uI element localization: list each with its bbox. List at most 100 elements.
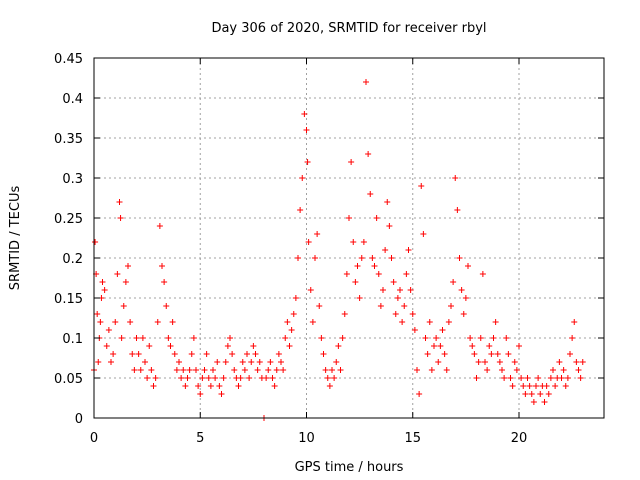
data-point bbox=[117, 215, 124, 221]
data-point bbox=[560, 367, 567, 373]
data-point bbox=[97, 319, 104, 325]
data-point bbox=[522, 391, 529, 397]
data-point bbox=[309, 319, 316, 325]
y-tick-label: 0.45 bbox=[54, 52, 83, 67]
data-point bbox=[131, 367, 138, 373]
y-tick-label: 0.2 bbox=[62, 252, 83, 267]
data-point bbox=[108, 359, 114, 365]
data-point bbox=[139, 335, 146, 341]
data-point bbox=[103, 343, 110, 349]
data-point bbox=[501, 375, 508, 381]
data-point bbox=[214, 359, 221, 365]
data-point bbox=[513, 367, 520, 373]
data-point bbox=[524, 375, 531, 381]
data-point bbox=[380, 287, 386, 293]
x-tick-label: 15 bbox=[404, 431, 421, 446]
data-point bbox=[129, 351, 136, 357]
data-point bbox=[150, 383, 157, 389]
data-point bbox=[562, 383, 569, 389]
data-point bbox=[112, 319, 119, 325]
data-point bbox=[339, 335, 346, 341]
data-point bbox=[409, 311, 416, 317]
data-point bbox=[448, 303, 454, 309]
data-point bbox=[265, 367, 272, 373]
data-point bbox=[348, 159, 355, 165]
data-point bbox=[201, 367, 208, 373]
data-point bbox=[426, 319, 433, 325]
data-point bbox=[382, 247, 389, 253]
data-point bbox=[550, 367, 556, 373]
data-point bbox=[424, 351, 431, 357]
data-point bbox=[314, 231, 321, 237]
data-point bbox=[137, 367, 144, 373]
data-point bbox=[375, 271, 382, 277]
data-point bbox=[467, 335, 474, 341]
data-point bbox=[220, 375, 227, 381]
data-point bbox=[431, 343, 437, 349]
data-point bbox=[94, 311, 101, 317]
data-point bbox=[486, 343, 493, 349]
data-point bbox=[116, 199, 123, 205]
data-point bbox=[267, 359, 274, 365]
data-point bbox=[184, 375, 191, 381]
data-point bbox=[176, 359, 182, 365]
data-point bbox=[456, 255, 463, 261]
data-point bbox=[212, 375, 219, 381]
y-axis-title: SRMTID / TECUs bbox=[8, 186, 23, 291]
data-point bbox=[450, 279, 457, 285]
data-point bbox=[465, 263, 471, 269]
data-point bbox=[418, 183, 425, 189]
data-point bbox=[435, 359, 442, 365]
y-tick-label: 0.35 bbox=[54, 132, 83, 147]
data-point bbox=[246, 375, 253, 381]
data-point bbox=[579, 359, 586, 365]
data-point bbox=[571, 319, 578, 325]
data-point bbox=[496, 359, 503, 365]
x-tick-label: 20 bbox=[511, 431, 528, 446]
data-point bbox=[263, 375, 270, 381]
data-point bbox=[133, 335, 140, 341]
data-point bbox=[343, 271, 350, 277]
data-point bbox=[316, 303, 323, 309]
data-point bbox=[458, 287, 465, 293]
data-point bbox=[388, 255, 395, 261]
data-point bbox=[271, 383, 278, 389]
data-point bbox=[278, 359, 284, 365]
data-point bbox=[360, 239, 367, 245]
data-point bbox=[333, 359, 340, 365]
data-point bbox=[377, 303, 384, 309]
data-point bbox=[110, 351, 117, 357]
x-tick-labels: 0 5 10 15 20 bbox=[90, 431, 527, 446]
data-point bbox=[516, 343, 522, 349]
data-point bbox=[154, 319, 161, 325]
data-point bbox=[564, 375, 571, 381]
data-point bbox=[324, 375, 331, 381]
data-point bbox=[356, 295, 363, 301]
data-point bbox=[231, 367, 238, 373]
data-point bbox=[303, 127, 310, 133]
data-point bbox=[207, 383, 214, 389]
data-point bbox=[320, 351, 327, 357]
data-point bbox=[411, 327, 418, 333]
data-point bbox=[341, 311, 348, 317]
data-point bbox=[305, 239, 312, 245]
data-point bbox=[335, 343, 342, 349]
data-point bbox=[535, 375, 542, 381]
data-point bbox=[494, 351, 501, 357]
data-point bbox=[199, 375, 206, 381]
data-point bbox=[280, 367, 287, 373]
data-point bbox=[541, 399, 548, 405]
data-point bbox=[492, 319, 499, 325]
data-point bbox=[556, 359, 563, 365]
data-point bbox=[526, 383, 533, 389]
data-point bbox=[439, 327, 446, 333]
data-point bbox=[537, 391, 544, 397]
data-point bbox=[392, 311, 399, 317]
data-point bbox=[352, 279, 359, 285]
data-point bbox=[358, 255, 365, 261]
data-point bbox=[241, 367, 248, 373]
data-point bbox=[135, 351, 142, 357]
data-point bbox=[329, 367, 335, 373]
y-tick-label: 0 bbox=[75, 412, 83, 427]
x-axis-title: GPS time / hours bbox=[295, 460, 404, 475]
